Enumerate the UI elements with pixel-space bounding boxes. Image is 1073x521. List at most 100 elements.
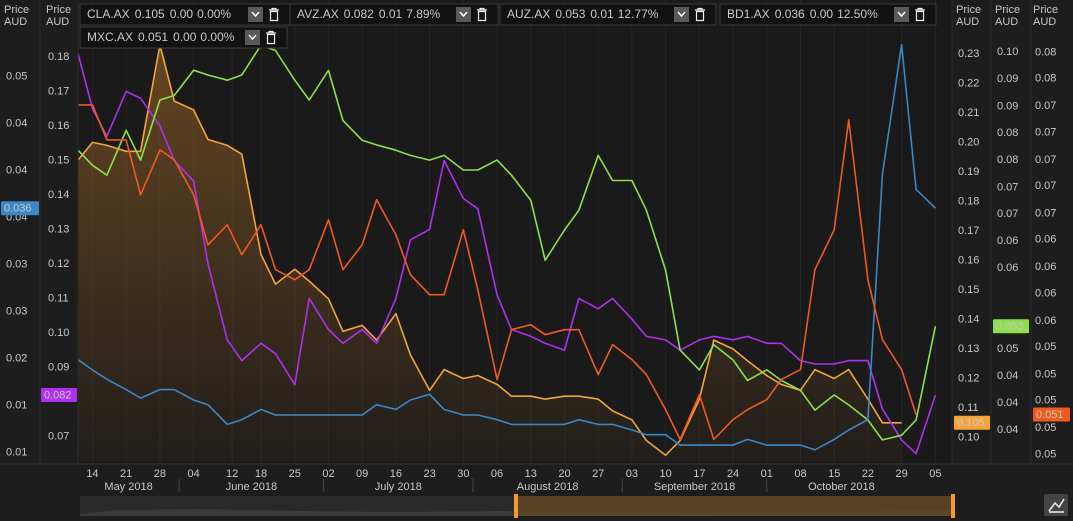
x-tick-label: 14 <box>86 468 98 480</box>
y-tick-label: 0.06 <box>1035 234 1056 246</box>
legend-item[interactable]: BD1.AX 0.036 0.00 12.50% <box>719 3 937 26</box>
x-tick-label: 29 <box>896 468 908 480</box>
month-label: September 2018 <box>654 481 735 493</box>
x-tick-label: 09 <box>356 468 368 480</box>
price-tag <box>1033 407 1070 422</box>
axis-unit: AUD <box>995 16 1018 28</box>
y-tick-label: 0.18 <box>958 195 979 207</box>
delete-icon[interactable] <box>915 7 925 22</box>
price-tag-label: 0.105 <box>957 417 985 429</box>
legend-item[interactable]: CLA.AX 0.105 0.00 0.00% <box>79 3 291 26</box>
legend-change-pct: 0.00% <box>200 30 234 44</box>
navigator-handle-right[interactable] <box>951 494 955 518</box>
month-label: June 2018 <box>226 481 277 493</box>
axis-title: Price <box>1033 4 1058 16</box>
x-tick-label: 13 <box>525 468 537 480</box>
dropdown-icon <box>248 34 257 41</box>
price-tag <box>993 319 1029 334</box>
axis-title: Price <box>956 4 981 16</box>
dropdown-button[interactable] <box>456 7 471 22</box>
x-tick-label: 18 <box>255 468 267 480</box>
x-tick-label: 21 <box>120 468 132 480</box>
x-tick-label: 08 <box>794 468 806 480</box>
x-tick-label: 20 <box>558 468 570 480</box>
dropdown-button[interactable] <box>894 7 909 22</box>
legend-box <box>719 3 937 26</box>
y-tick-label: 0.15 <box>48 154 69 166</box>
series-line <box>78 53 937 455</box>
dropdown-icon <box>897 11 906 18</box>
dropdown-button[interactable] <box>674 7 689 22</box>
y-tick-label: 0.06 <box>997 262 1018 274</box>
delete-icon[interactable] <box>477 7 487 22</box>
y-tick-label: 0.12 <box>958 372 979 384</box>
x-tick-label: 23 <box>423 468 435 480</box>
y-tick-label: 0.09 <box>48 361 69 373</box>
price-tag <box>1 201 39 216</box>
y-tick-label: 0.08 <box>997 154 1018 166</box>
series-area <box>78 45 902 462</box>
legend-symbol: CLA.AX <box>87 7 130 21</box>
navigator-window[interactable] <box>516 496 953 516</box>
y-tick-label: 0.10 <box>48 327 69 339</box>
y-tick-label: 0.03 <box>6 306 27 318</box>
delete-icon[interactable] <box>266 30 276 45</box>
dropdown-button[interactable] <box>245 30 260 45</box>
y-tick-label: 0.07 <box>1035 100 1056 112</box>
legend-item[interactable]: AUZ.AX 0.053 0.01 12.77% <box>499 3 717 26</box>
legend-change-pct: 7.89% <box>406 7 440 21</box>
navigator-handle-left[interactable] <box>514 494 518 518</box>
y-tick-label: 0.07 <box>997 208 1018 220</box>
y-tick-label: 0.05 <box>1035 395 1056 407</box>
delete-icon[interactable] <box>695 7 705 22</box>
dropdown-button[interactable] <box>248 7 263 22</box>
y-tick-label: 0.12 <box>48 258 69 270</box>
y-tick-label: 0.05 <box>1035 422 1056 434</box>
x-tick-label: 24 <box>727 468 739 480</box>
month-label: October 2018 <box>808 481 875 493</box>
y-tick-label: 0.11 <box>958 402 979 414</box>
axis-unit: AUD <box>46 16 69 28</box>
legend-price: 0.051 <box>138 30 168 44</box>
y-tick-label: 0.17 <box>48 85 69 97</box>
x-tick-label: 25 <box>289 468 301 480</box>
legend-price: 0.082 <box>344 7 374 21</box>
button-icon <box>1048 498 1065 513</box>
y-tick-label: 0.05 <box>6 71 27 83</box>
y-tick-label: 0.07 <box>997 181 1018 193</box>
legend-box <box>289 3 499 26</box>
y-tick-label: 0.16 <box>48 120 69 132</box>
axis-unit: AUD <box>4 16 27 28</box>
y-tick-label: 0.05 <box>1035 369 1056 381</box>
x-tick-label: 05 <box>929 468 941 480</box>
price-tag-label: 0.036 <box>4 203 32 215</box>
axes: 14 21 28 04 12 18 25 02 09 16 23 30 06 13 20 27 03 10 17 24… <box>1 0 1070 493</box>
x-tick-label: 02 <box>322 468 334 480</box>
legend-box <box>499 3 717 26</box>
y-tick-label: 0.01 <box>6 400 27 412</box>
y-tick-label: 0.10 <box>997 46 1018 58</box>
price-tag <box>954 415 990 430</box>
x-tick-label: 16 <box>390 468 402 480</box>
month-label: August 2018 <box>517 481 579 493</box>
y-tick-label: 0.23 <box>958 48 979 60</box>
y-tick-label: 0.06 <box>1035 261 1056 273</box>
dropdown-icon <box>251 11 260 18</box>
legend-item[interactable]: AVZ.AX 0.082 0.01 7.89% <box>289 3 499 26</box>
price-tag-label: 0.082 <box>44 389 72 401</box>
x-tick-label: 17 <box>693 468 705 480</box>
navigator[interactable] <box>80 494 955 518</box>
x-tick-label: 15 <box>828 468 840 480</box>
series-line <box>78 43 936 451</box>
legend-change-pct: 12.77% <box>618 7 659 21</box>
x-tick-label: 27 <box>592 468 604 480</box>
axis-title: Price <box>4 4 29 16</box>
chart-type-button[interactable] <box>1044 494 1068 516</box>
delete-icon[interactable] <box>269 7 279 22</box>
y-tick-label: 0.08 <box>1035 46 1056 58</box>
legend-item[interactable]: MXC.AX 0.051 0.00 0.00% <box>79 26 288 49</box>
y-tick-label: 0.07 <box>1035 207 1056 219</box>
legend-price: 0.036 <box>775 7 805 21</box>
x-tick-label: 06 <box>491 468 503 480</box>
month-label: May 2018 <box>104 481 152 493</box>
